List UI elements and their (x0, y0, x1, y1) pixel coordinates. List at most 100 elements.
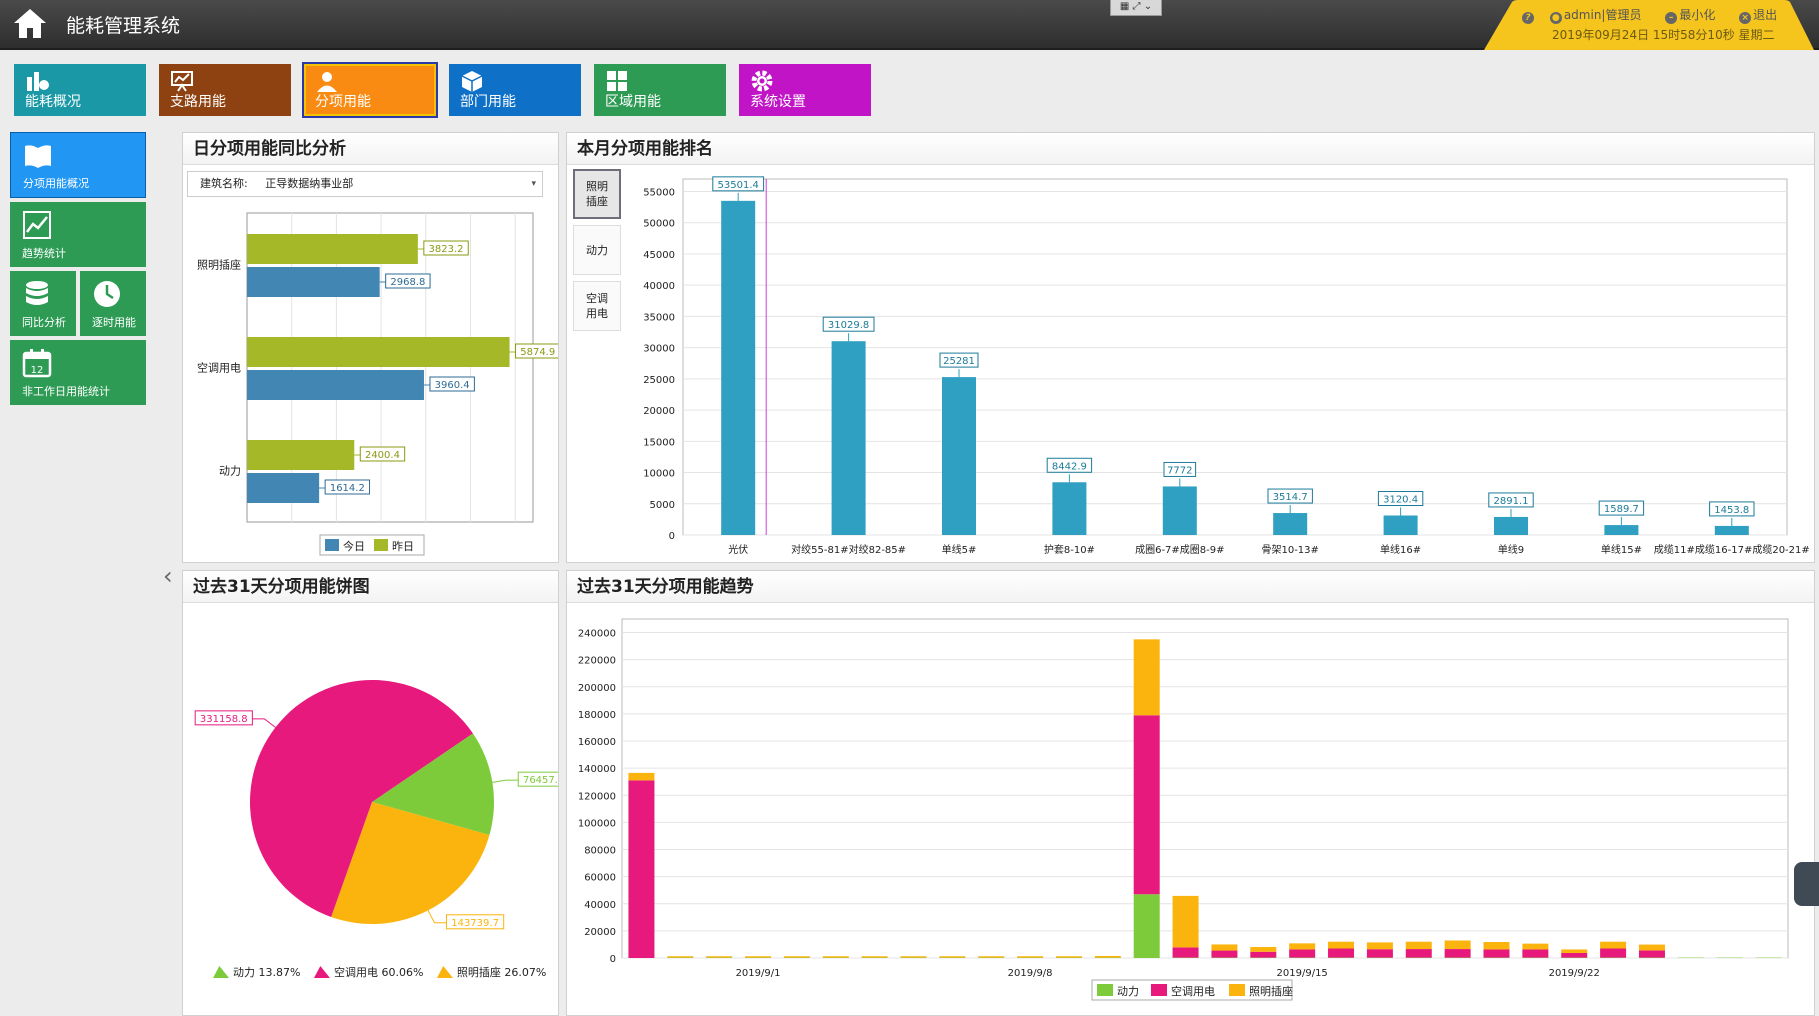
pie-value-label-aircon-box (194, 710, 253, 726)
rank-bar (1052, 482, 1087, 535)
x-tick-label: 2019/9/1 (736, 968, 781, 979)
value-label-box (1488, 492, 1534, 508)
trend-bar-lighting (1017, 956, 1044, 958)
legend-item-power[interactable]: 动力 13.87% (213, 966, 300, 979)
y-tick-label: 35000 (643, 312, 675, 323)
value-label-box (939, 352, 979, 368)
top-nav-itemized-energy[interactable]: 分项用能 (304, 64, 436, 116)
bar-yesterday (247, 234, 418, 264)
y-tick-label: 120000 (578, 791, 616, 802)
y-tick-label: 10000 (643, 469, 675, 480)
pie-slice-aircon (249, 680, 473, 917)
legend-today: 今日 (343, 539, 365, 553)
window-control-icon[interactable]: ▦ ⤢ ⌄ (1110, 0, 1162, 16)
y-tick-label: 30000 (643, 344, 675, 355)
side-nav-nonworkday-stats[interactable]: 12 非工作日用能统计 (10, 340, 146, 405)
bar-chart-icon (27, 72, 49, 91)
current-datetime: 2019年09月24日 15时58分10秒 星期二 (1552, 28, 1775, 42)
rank-bar (1383, 515, 1418, 535)
legend-item-aircon[interactable]: 空调用电 60.06% (313, 966, 423, 979)
side-scroll-handle[interactable] (1794, 862, 1819, 906)
side-nav-hourly-energy[interactable]: 逐时用能 (80, 271, 146, 336)
rank-bar (1604, 525, 1639, 535)
value-label-yesterday: 3823.2 (429, 244, 464, 255)
minimize-button[interactable]: – 最小化 (1665, 8, 1725, 24)
tab-power[interactable]: 动力 (573, 225, 621, 275)
value-label-box (1267, 488, 1313, 504)
rank-bar (831, 341, 866, 535)
side-nav-yoy-analysis[interactable]: 同比分析 (10, 271, 76, 336)
panel-title: 过去31天分项用能趋势 (567, 571, 1814, 603)
trend-bar-lighting (822, 956, 849, 958)
trend-chart: 2400002200002000001800001600001400001200… (578, 618, 1789, 1001)
bar-today (247, 370, 424, 400)
tab-aircon[interactable]: 空调用电 (573, 281, 621, 331)
y-tick-label: 5000 (650, 500, 675, 511)
y-tick-label: 40000 (643, 281, 675, 292)
value-label: 3120.4 (1383, 495, 1418, 506)
legend-lighting: 照明插座 (1249, 984, 1293, 998)
logout-button[interactable]: × 退出 (1739, 8, 1787, 24)
home-icon[interactable] (12, 6, 48, 40)
trend-bar-aircon (1600, 948, 1627, 958)
user-name[interactable]: ● admin|管理员 (1549, 8, 1652, 24)
top-nav-energy-overview[interactable]: 能耗概况 (14, 64, 146, 116)
trend-bar-aircon (1444, 949, 1471, 958)
top-nav-branch-energy[interactable]: 支路用能 (159, 64, 291, 116)
side-nav-trend-stats[interactable]: 趋势统计 (10, 202, 146, 267)
y-tick-label: 55000 (643, 187, 675, 198)
user-icon: ● (1549, 12, 1562, 24)
trend-bar-lighting (1561, 949, 1588, 953)
trend-bar-aircon (1250, 951, 1277, 958)
value-label-today: 3960.4 (435, 380, 470, 391)
top-nav-area-energy[interactable]: 区域用能 (594, 64, 726, 116)
trend-bar-lighting (1055, 956, 1082, 958)
trend-bar-lighting (1444, 940, 1471, 950)
trend-panel: 过去31天分项用能趋势 240000 220000 200000 180000 1600… (566, 570, 1815, 1016)
side-nav-itemized-overview[interactable]: 分项用能概况 (10, 132, 146, 198)
trend-bar-aircon (1133, 715, 1160, 895)
value-label-today-box (429, 376, 475, 392)
legend-box (319, 534, 425, 556)
building-select[interactable]: 建筑名称: 正导数据纳事业部 ▾ (187, 171, 543, 197)
grid-icon (607, 71, 627, 91)
tab-lighting[interactable]: 照明插座 (573, 169, 621, 219)
trend-bar-lighting (783, 956, 810, 958)
bar-yesterday (247, 337, 510, 367)
top-nav-department-energy[interactable]: 部门用能 (449, 64, 581, 116)
category-label: 空调用电 (197, 361, 241, 375)
trend-bar-aircon (1328, 948, 1355, 958)
trend-bar-aircon (1289, 949, 1316, 958)
trend-bar-lighting (939, 956, 966, 958)
x-tick-label: 护套8-10# (1044, 543, 1095, 556)
y-tick-label: 240000 (578, 629, 616, 640)
x-tick-label: 单线5# (942, 543, 977, 556)
top-nav-system-settings[interactable]: 系统设置 (739, 64, 871, 116)
gear-icon (751, 70, 773, 92)
trend-bar-lighting (900, 956, 927, 958)
y-tick-label: 60000 (584, 873, 616, 884)
y-tick-label: 40000 (584, 900, 616, 911)
trend-bar-lighting (1600, 941, 1627, 949)
collapse-sidebar-icon[interactable]: ‹ (163, 562, 173, 590)
trend-bar-aircon (1405, 949, 1432, 958)
trend-bar-lighting (1405, 941, 1432, 950)
pie-chart: 76457.4 143739.7 331158.8 (194, 680, 558, 930)
building-label: 建筑名称: (200, 177, 248, 190)
rank-bar (1162, 486, 1197, 535)
value-label: 31029.8 (828, 320, 869, 331)
pie-value-label-aircon: 331158.8 (200, 714, 248, 725)
chevron-down-icon[interactable]: ▾ (531, 179, 536, 189)
plot-area (682, 178, 1788, 536)
value-label-box (712, 176, 765, 192)
label-leader (492, 779, 519, 783)
y-tick-label: 20000 (643, 406, 675, 417)
legend-swatch-yesterday (374, 539, 388, 551)
value-label: 8442.9 (1052, 461, 1087, 472)
legend-item-lighting[interactable]: 照明插座 26.07% (436, 966, 546, 979)
y-tick-label: 220000 (578, 656, 616, 667)
value-label-today-box (324, 479, 371, 495)
close-icon: × (1739, 12, 1752, 24)
help-icon[interactable]: ? (1522, 8, 1536, 24)
panel-title: 日分项用能同比分析 (183, 133, 558, 165)
